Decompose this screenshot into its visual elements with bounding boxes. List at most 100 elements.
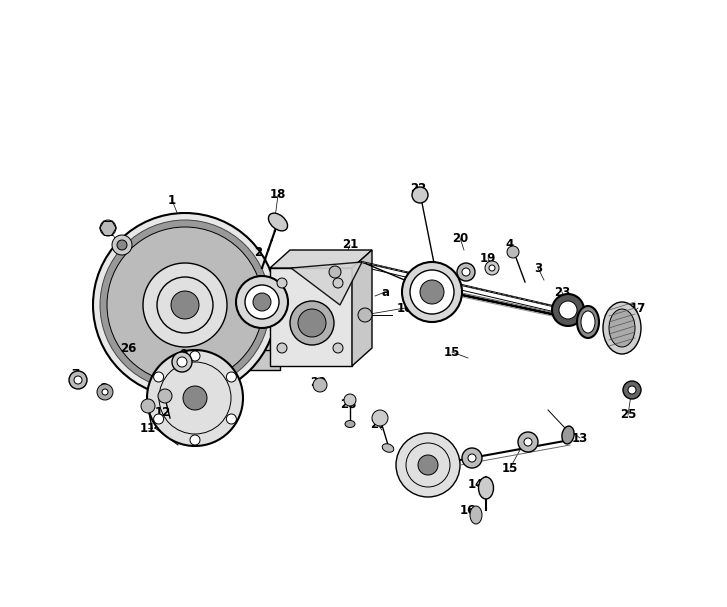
Circle shape bbox=[157, 277, 213, 333]
Circle shape bbox=[313, 378, 327, 392]
Bar bbox=[270, 268, 352, 366]
Circle shape bbox=[100, 220, 270, 390]
Circle shape bbox=[93, 213, 277, 397]
Circle shape bbox=[462, 448, 482, 468]
Circle shape bbox=[100, 220, 116, 236]
Text: 15: 15 bbox=[502, 461, 518, 475]
Text: 28: 28 bbox=[340, 399, 356, 412]
Circle shape bbox=[462, 268, 470, 276]
Circle shape bbox=[117, 240, 127, 250]
Text: 18: 18 bbox=[270, 189, 286, 202]
Circle shape bbox=[457, 263, 475, 281]
Circle shape bbox=[329, 266, 341, 278]
Circle shape bbox=[524, 438, 532, 446]
Circle shape bbox=[290, 301, 334, 345]
Circle shape bbox=[158, 389, 172, 403]
Ellipse shape bbox=[478, 477, 494, 499]
Circle shape bbox=[410, 270, 454, 314]
Circle shape bbox=[147, 350, 243, 446]
Circle shape bbox=[69, 371, 87, 389]
Circle shape bbox=[245, 285, 279, 319]
Circle shape bbox=[418, 455, 438, 475]
Circle shape bbox=[412, 187, 428, 203]
Text: 26: 26 bbox=[120, 342, 136, 354]
Circle shape bbox=[559, 301, 577, 319]
Ellipse shape bbox=[577, 306, 599, 338]
Text: 19: 19 bbox=[480, 251, 497, 265]
Bar bbox=[228, 295, 240, 350]
Circle shape bbox=[190, 435, 200, 445]
Polygon shape bbox=[270, 250, 372, 268]
Polygon shape bbox=[352, 250, 372, 366]
Text: 22: 22 bbox=[410, 181, 426, 194]
Text: 24: 24 bbox=[572, 305, 588, 319]
Circle shape bbox=[153, 372, 164, 382]
Text: 5: 5 bbox=[104, 222, 112, 234]
Circle shape bbox=[298, 309, 326, 337]
Circle shape bbox=[344, 394, 356, 406]
Circle shape bbox=[333, 343, 343, 353]
Circle shape bbox=[372, 410, 388, 426]
Circle shape bbox=[112, 235, 132, 255]
Text: a: a bbox=[418, 458, 426, 472]
Text: 16: 16 bbox=[459, 503, 476, 517]
Text: 10: 10 bbox=[397, 302, 413, 314]
Circle shape bbox=[143, 263, 227, 347]
Circle shape bbox=[623, 381, 641, 399]
Circle shape bbox=[277, 278, 287, 288]
Ellipse shape bbox=[345, 421, 355, 427]
Text: 29: 29 bbox=[310, 376, 326, 388]
Circle shape bbox=[358, 308, 372, 322]
Polygon shape bbox=[291, 262, 362, 305]
Text: a: a bbox=[381, 285, 389, 299]
Circle shape bbox=[485, 261, 499, 275]
Text: 7: 7 bbox=[71, 368, 79, 382]
Circle shape bbox=[489, 265, 495, 271]
Text: 6: 6 bbox=[118, 242, 126, 254]
Text: 11: 11 bbox=[140, 421, 156, 435]
Circle shape bbox=[396, 433, 460, 497]
Circle shape bbox=[226, 372, 236, 382]
Circle shape bbox=[518, 432, 538, 452]
Text: 8: 8 bbox=[99, 382, 107, 395]
Text: 23: 23 bbox=[554, 285, 570, 299]
Text: 17: 17 bbox=[630, 302, 646, 314]
Text: 25: 25 bbox=[620, 409, 636, 421]
Text: 1: 1 bbox=[168, 194, 176, 206]
Ellipse shape bbox=[268, 213, 288, 231]
Circle shape bbox=[102, 389, 108, 395]
Text: 21: 21 bbox=[342, 239, 358, 251]
Circle shape bbox=[277, 343, 287, 353]
Bar bbox=[228, 350, 280, 370]
Circle shape bbox=[190, 351, 200, 361]
Circle shape bbox=[171, 291, 199, 319]
Circle shape bbox=[402, 262, 462, 322]
Circle shape bbox=[183, 386, 207, 410]
Ellipse shape bbox=[382, 444, 394, 452]
Text: 15: 15 bbox=[443, 345, 460, 359]
Ellipse shape bbox=[603, 302, 641, 354]
Circle shape bbox=[177, 357, 187, 367]
Text: 27: 27 bbox=[370, 418, 386, 432]
Ellipse shape bbox=[581, 311, 595, 333]
Text: 9: 9 bbox=[179, 348, 187, 362]
Circle shape bbox=[253, 293, 271, 311]
Circle shape bbox=[507, 246, 519, 258]
Ellipse shape bbox=[562, 426, 574, 444]
Circle shape bbox=[153, 414, 164, 424]
Circle shape bbox=[333, 278, 343, 288]
Ellipse shape bbox=[470, 506, 482, 524]
Circle shape bbox=[628, 386, 636, 394]
Circle shape bbox=[552, 294, 584, 326]
Circle shape bbox=[226, 414, 236, 424]
Text: 14: 14 bbox=[467, 478, 484, 492]
Circle shape bbox=[236, 276, 288, 328]
Circle shape bbox=[420, 280, 444, 304]
Text: 20: 20 bbox=[452, 231, 468, 245]
Bar bbox=[238, 295, 270, 357]
Circle shape bbox=[141, 399, 155, 413]
Circle shape bbox=[172, 352, 192, 372]
Circle shape bbox=[74, 376, 82, 384]
Text: 12: 12 bbox=[155, 405, 171, 418]
Text: 2: 2 bbox=[254, 245, 262, 259]
